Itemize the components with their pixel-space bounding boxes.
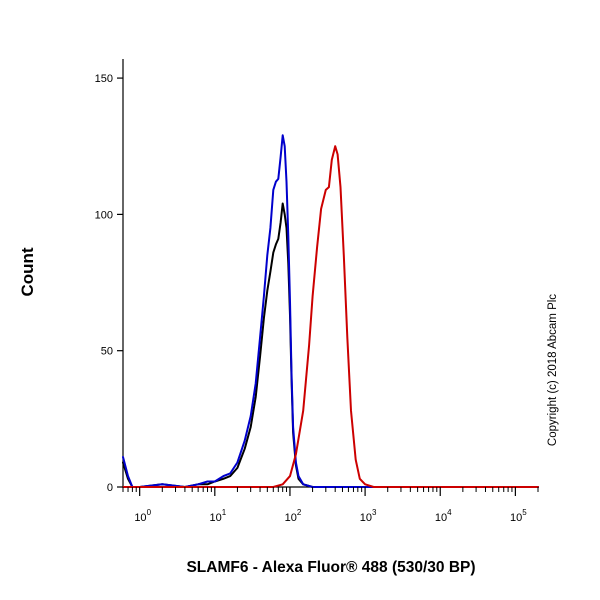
histogram-series-2 [122,145,539,488]
y-tick-label-0: 0 [107,482,113,494]
plot-area: 0 50 100 150 100 101 102 103 104 105 [95,59,539,524]
copyright-annotation: Copyright (c) 2018 Abcam Plc [547,294,559,446]
x-tick-label-5: 105 [510,508,527,524]
histogram-series-1 [122,134,539,488]
x-tick-label-3: 103 [360,508,377,524]
y-axis-title: Count [18,247,37,296]
x-tick-label-4: 104 [435,508,452,524]
x-tick-label-2: 102 [285,508,302,524]
ticks-layer: 0 50 100 150 100 101 102 103 104 105 [95,73,539,524]
histogram-series-0 [122,202,539,488]
x-tick-label-0: 100 [134,508,151,524]
y-tick-label-3: 150 [95,73,113,85]
x-tick-label-1: 101 [209,508,226,524]
series-layer [122,134,539,488]
y-tick-label-1: 50 [101,346,113,358]
x-axis-title: SLAMF6 - Alexa Fluor® 488 (530/30 BP) [186,559,475,576]
y-tick-label-2: 100 [95,209,113,221]
